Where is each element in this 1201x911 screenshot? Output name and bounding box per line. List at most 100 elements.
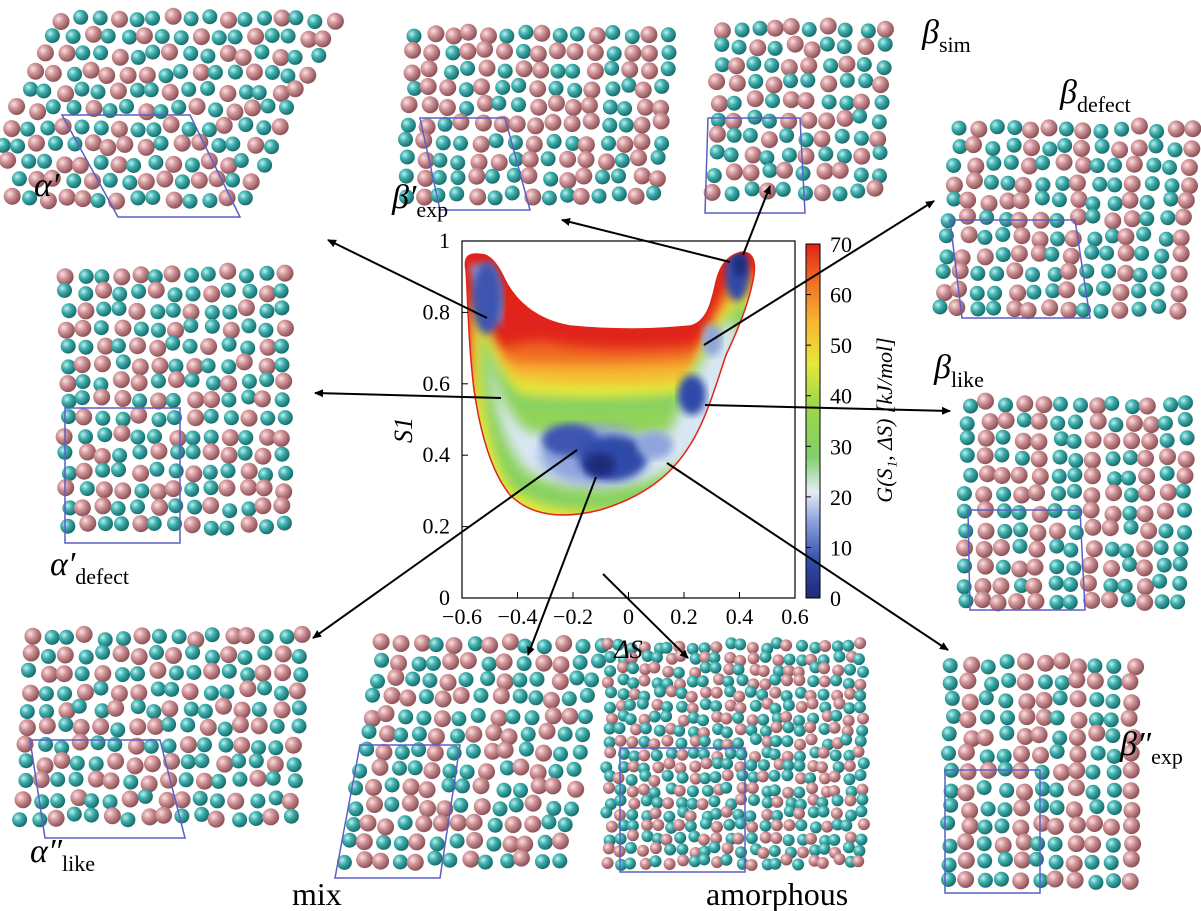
atom-pink: [485, 724, 503, 741]
atom-pink: [147, 281, 165, 299]
atom-teal: [1052, 449, 1068, 465]
atom-teal: [184, 372, 200, 388]
atom-pink: [247, 136, 265, 154]
atom-pink: [1120, 709, 1138, 727]
atom-teal: [605, 686, 617, 699]
atom-teal: [853, 167, 869, 183]
atom-pink: [710, 95, 728, 113]
atom-pink: [141, 808, 159, 826]
atom-pink: [1030, 433, 1048, 451]
atom-teal: [956, 486, 972, 502]
atom-pink: [418, 781, 436, 799]
atom-teal: [370, 673, 385, 689]
atom-pink: [833, 853, 846, 866]
atom-pink: [628, 797, 641, 810]
atom-teal: [259, 372, 275, 388]
atom-pink: [780, 853, 793, 866]
atom-teal: [203, 685, 219, 701]
atom-teal: [734, 22, 750, 38]
atom-pink: [114, 319, 132, 337]
atom-pink: [215, 116, 233, 134]
atom-pink: [420, 60, 438, 78]
atom-pink: [192, 63, 210, 81]
atom-teal: [946, 708, 962, 724]
atom-teal: [941, 726, 957, 742]
atom-pink: [434, 690, 452, 708]
atom-teal: [171, 629, 187, 645]
atom-teal: [146, 704, 162, 720]
atom-pink: [402, 778, 420, 796]
atom-teal: [1067, 483, 1082, 499]
atom-pink: [512, 758, 530, 776]
atom-teal: [807, 675, 820, 688]
atom-teal: [611, 168, 626, 184]
atom-teal: [61, 465, 77, 481]
atom-teal: [877, 36, 893, 52]
atom-teal: [204, 318, 220, 334]
atom-teal: [1096, 281, 1111, 296]
atom-pink: [1060, 262, 1078, 280]
atom-pink: [1111, 301, 1129, 319]
atom-pink: [530, 777, 548, 795]
atom-teal: [546, 800, 562, 816]
atom-teal: [675, 737, 688, 750]
atom-teal: [12, 812, 28, 828]
atom-teal: [1093, 123, 1109, 139]
atom-teal: [569, 670, 585, 686]
atom-teal: [752, 20, 768, 36]
atom-teal: [1088, 874, 1104, 890]
atom-teal: [508, 797, 524, 813]
atom-pink: [638, 749, 651, 762]
atom-teal: [481, 656, 497, 672]
atom-pink: [782, 664, 795, 677]
atom-teal: [604, 60, 620, 76]
x-tick-label: 0.2: [670, 604, 698, 629]
atom-teal: [458, 82, 474, 98]
atom-teal: [996, 748, 1012, 764]
atom-pink: [1030, 412, 1048, 430]
atom-pink: [1183, 140, 1201, 158]
atom-pink: [857, 818, 870, 831]
atom-pink: [1046, 817, 1064, 835]
atom-teal: [998, 397, 1013, 413]
atom-teal: [939, 249, 955, 265]
atom-teal: [68, 771, 84, 787]
atom-pink: [419, 800, 436, 817]
atom-teal: [167, 516, 182, 532]
atom-pink: [818, 772, 831, 785]
atom-pink: [980, 195, 998, 212]
atom-teal: [487, 817, 503, 833]
atom-pink: [1123, 175, 1141, 193]
atom-teal: [940, 213, 956, 229]
atom-teal: [221, 392, 237, 408]
atom-pink: [512, 849, 530, 867]
atom-pink: [816, 857, 829, 869]
atom-teal: [722, 675, 735, 688]
atom-teal: [604, 701, 616, 714]
atom-pink: [472, 777, 490, 795]
atom-teal: [761, 796, 774, 809]
atom-pink: [797, 846, 809, 859]
atom-teal: [34, 794, 50, 810]
atom-teal: [980, 709, 995, 725]
atom-teal: [856, 724, 869, 737]
atom-teal: [769, 673, 782, 686]
atom-pink: [963, 656, 981, 674]
atom-pink: [975, 486, 993, 504]
atom-pink: [219, 262, 237, 280]
atom-teal: [453, 797, 469, 813]
atom-pink: [92, 718, 110, 735]
atom-teal: [432, 152, 448, 168]
x-tick-label: 0: [623, 604, 634, 629]
atom-pink: [1031, 231, 1049, 249]
atom-teal: [987, 285, 1003, 301]
atom-teal: [398, 709, 414, 725]
atom-teal: [1006, 137, 1022, 153]
atom-pink: [220, 446, 238, 464]
atom-teal: [836, 39, 852, 55]
atom-pink: [757, 847, 770, 859]
atom-pink: [674, 762, 687, 775]
atom-teal: [575, 727, 591, 743]
atom-pink: [1027, 592, 1045, 610]
atom-pink: [637, 844, 649, 857]
